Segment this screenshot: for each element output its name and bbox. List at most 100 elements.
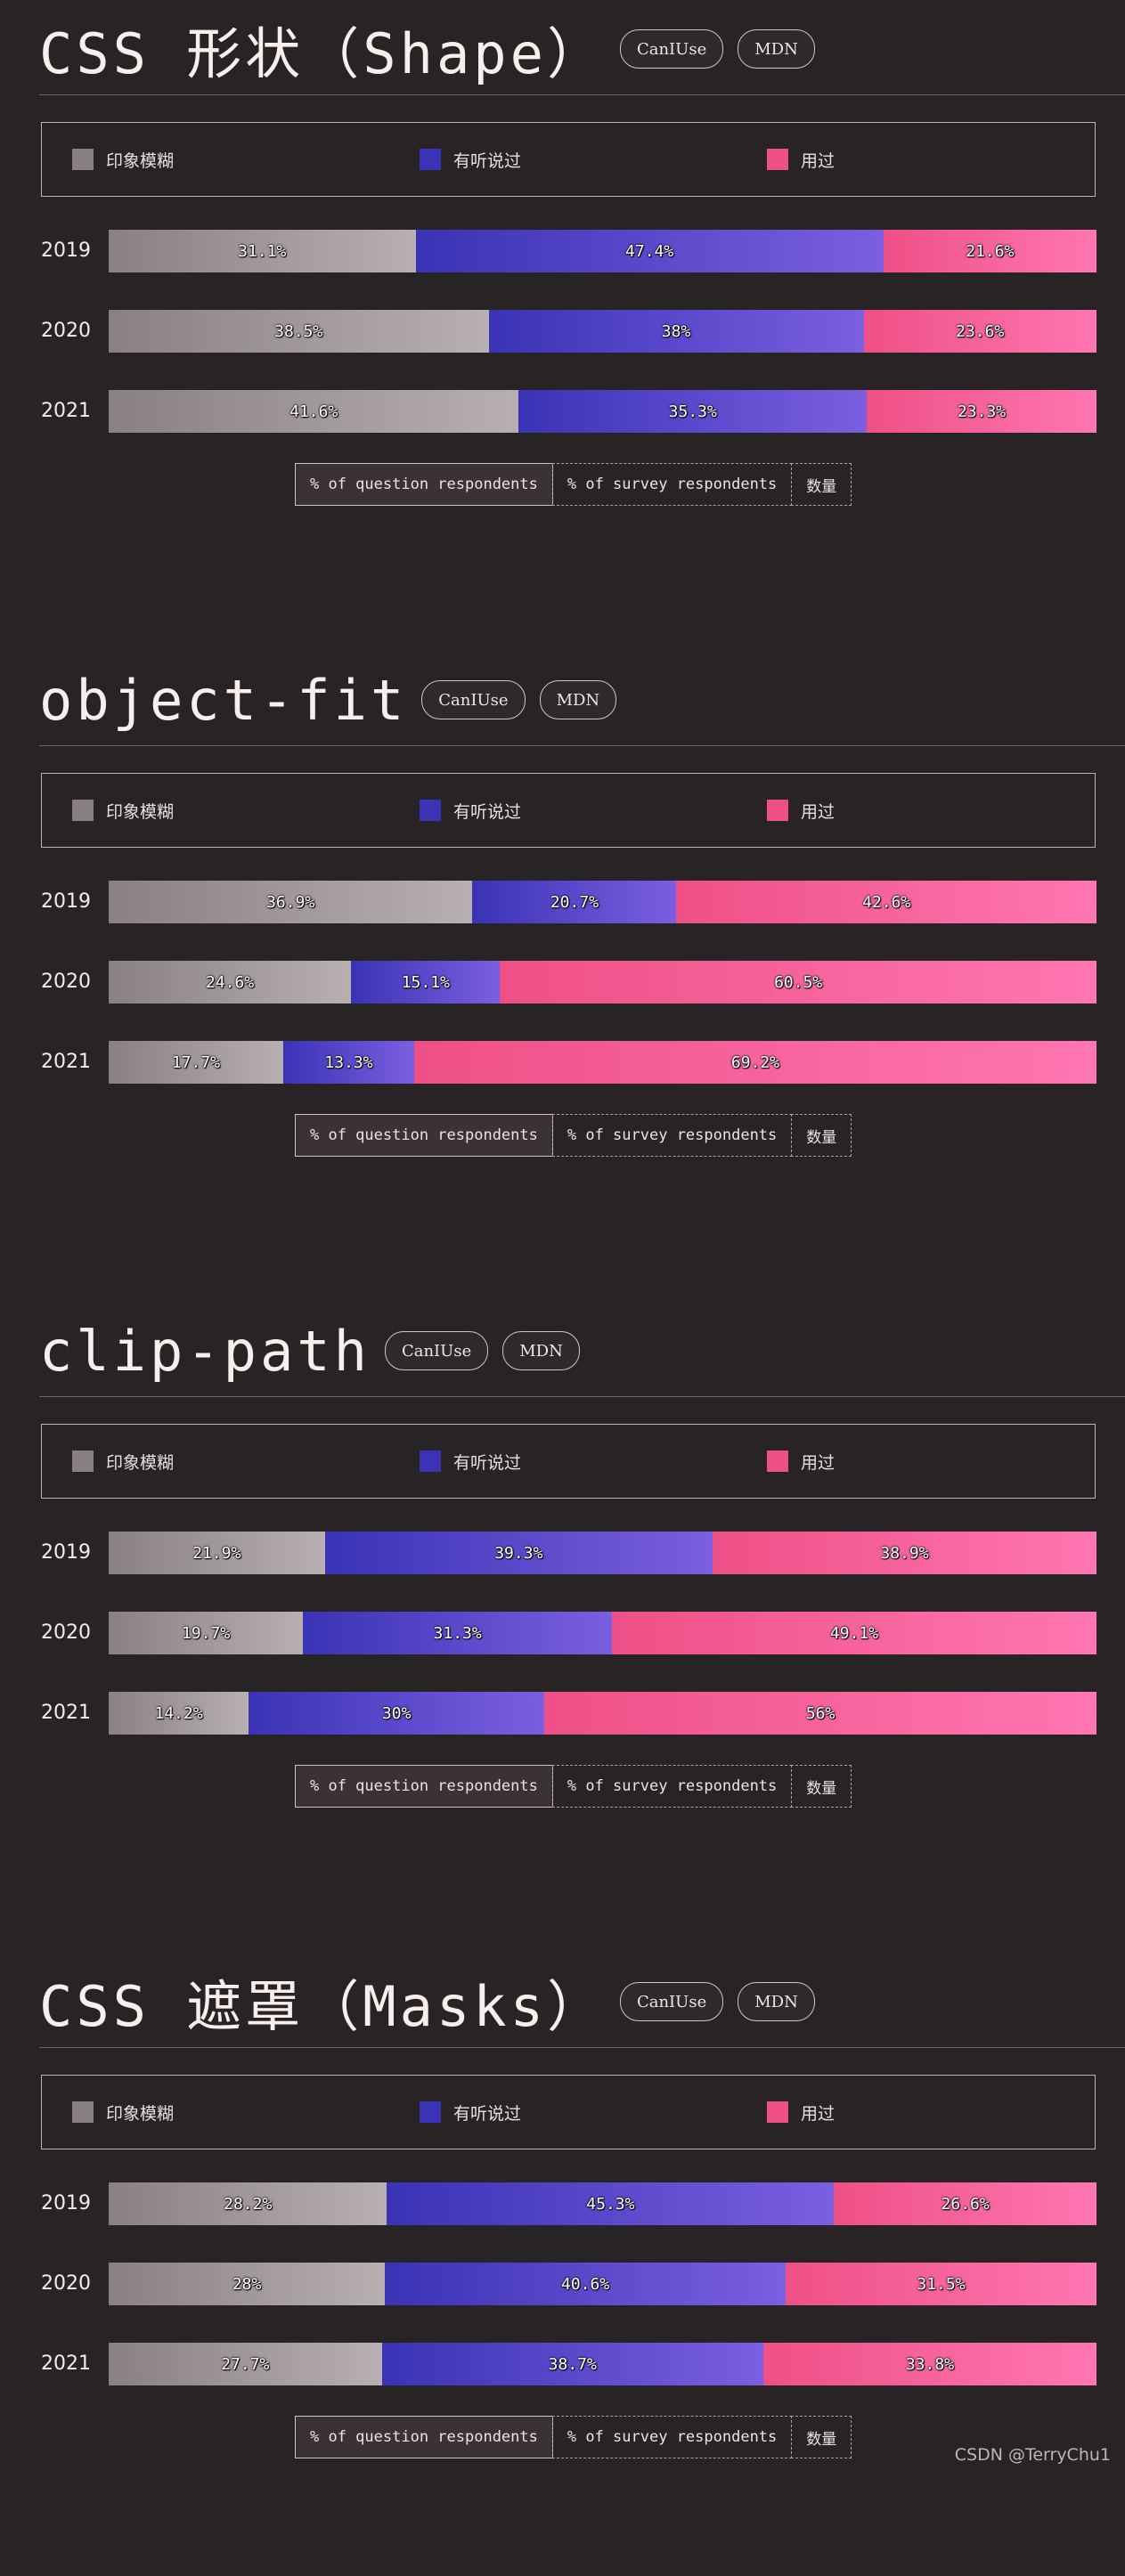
toggle-count[interactable]: 数量 [791,1114,852,1157]
segment-heard[interactable]: 38% [488,310,864,353]
unit-toggle: % of question respondents % of survey re… [295,2416,852,2458]
bar-row: 2019 21.9% 39.3% 38.9% [0,1532,1125,1574]
caniuse-link[interactable]: CanIUse [619,1982,724,2021]
legend-item-used[interactable]: 用过 [767,1450,835,1473]
stacked-bar: 28% 40.6% 31.5% [109,2263,1096,2305]
legend-swatch-used [767,149,788,170]
toggle-survey-respondents[interactable]: % of survey respondents [551,1765,793,1808]
segment-used[interactable]: 60.5% [500,961,1096,1004]
year-label: 2020 [41,1621,91,1644]
watermark: CSDN @TerryChu1 [954,2445,1111,2465]
chart-title: CSS 形状（Shape） [39,21,606,86]
segment-heard[interactable]: 20.7% [472,881,677,923]
mdn-link[interactable]: MDN [539,680,617,719]
year-label: 2019 [41,1541,91,1564]
chart-title: object-fit [39,667,408,733]
stacked-bar: 14.2% 30% 56% [109,1692,1096,1735]
segment-used[interactable]: 33.8% [762,2343,1096,2385]
legend-item-heard[interactable]: 有听说过 [420,2101,521,2124]
segment-heard[interactable]: 35.3% [518,390,868,433]
toggle-count[interactable]: 数量 [791,463,852,506]
toggle-count[interactable]: 数量 [791,1765,852,1808]
caniuse-link[interactable]: CanIUse [619,29,724,69]
legend-item-heard[interactable]: 有听说过 [420,1450,521,1473]
bar-row: 2019 28.2% 45.3% 26.6% [0,2182,1125,2225]
segment-fuzzy[interactable]: 38.5% [109,310,489,353]
toggle-question-respondents[interactable]: % of question respondents [295,463,553,506]
legend-label-heard: 有听说过 [453,1452,522,1473]
segment-fuzzy[interactable]: 19.7% [109,1612,304,1654]
segment-heard[interactable]: 45.3% [387,2182,835,2225]
segment-used[interactable]: 23.6% [863,310,1096,353]
legend-swatch-fuzzy [72,1451,94,1472]
chart-section-clip-path: clip-path CanIUse MDN 印象模糊 有听说过 用过 2019 2… [0,1302,1125,1925]
toggle-survey-respondents[interactable]: % of survey respondents [551,463,793,506]
segment-heard[interactable]: 38.7% [381,2343,763,2385]
legend-item-heard[interactable]: 有听说过 [420,148,521,171]
unit-toggle: % of question respondents % of survey re… [295,1114,852,1157]
stacked-bar: 41.6% 35.3% 23.3% [109,390,1096,433]
segment-fuzzy[interactable]: 28.2% [109,2182,387,2225]
toggle-question-respondents[interactable]: % of question respondents [295,2416,553,2458]
mdn-link[interactable]: MDN [738,29,815,69]
unit-toggle: % of question respondents % of survey re… [295,463,852,506]
bar-row: 2020 19.7% 31.3% 49.1% [0,1612,1125,1654]
segment-fuzzy[interactable]: 31.1% [109,230,416,272]
year-label: 2019 [41,890,91,913]
segment-fuzzy[interactable]: 28% [109,2263,386,2305]
segment-used[interactable]: 56% [544,1692,1096,1735]
segment-heard[interactable]: 31.3% [303,1612,613,1654]
legend-item-fuzzy[interactable]: 印象模糊 [72,148,174,171]
toggle-survey-respondents[interactable]: % of survey respondents [551,1114,793,1157]
year-label: 2021 [41,1051,91,1073]
legend-item-used[interactable]: 用过 [767,148,835,171]
segment-used[interactable]: 42.6% [676,881,1096,923]
legend-item-fuzzy[interactable]: 印象模糊 [72,2101,174,2124]
bar-row: 2020 38.5% 38% 23.6% [0,310,1125,353]
segment-used[interactable]: 69.2% [414,1041,1096,1084]
segment-heard[interactable]: 40.6% [385,2263,786,2305]
segment-used[interactable]: 26.6% [834,2182,1096,2225]
mdn-link[interactable]: MDN [502,1331,580,1370]
segment-used[interactable]: 38.9% [713,1532,1096,1574]
segment-fuzzy[interactable]: 27.7% [109,2343,382,2385]
legend-swatch-used [767,2101,788,2123]
legend-label-used: 用过 [801,150,836,171]
chart-section-shape: CSS 形状（Shape） CanIUse MDN 印象模糊 有听说过 用过 2… [0,0,1125,623]
year-label: 2019 [41,240,91,262]
toggle-count[interactable]: 数量 [791,2416,852,2458]
bar-row: 2020 24.6% 15.1% 60.5% [0,961,1125,1004]
caniuse-link[interactable]: CanIUse [421,680,526,719]
segment-fuzzy[interactable]: 41.6% [109,390,519,433]
toggle-question-respondents[interactable]: % of question respondents [295,1114,553,1157]
segment-fuzzy[interactable]: 14.2% [109,1692,249,1735]
toggle-survey-respondents[interactable]: % of survey respondents [551,2416,793,2458]
segment-fuzzy[interactable]: 21.9% [109,1532,325,1574]
year-label: 2020 [41,971,91,993]
caniuse-link[interactable]: CanIUse [384,1331,489,1370]
segment-fuzzy[interactable]: 36.9% [109,881,473,923]
segment-heard[interactable]: 13.3% [282,1041,415,1084]
segment-fuzzy[interactable]: 17.7% [109,1041,283,1084]
legend-item-used[interactable]: 用过 [767,799,835,822]
segment-used[interactable]: 23.3% [867,390,1096,433]
segment-used[interactable]: 21.6% [883,230,1096,272]
legend-item-heard[interactable]: 有听说过 [420,799,521,822]
mdn-link[interactable]: MDN [738,1982,815,2021]
legend-item-fuzzy[interactable]: 印象模糊 [72,1450,174,1473]
segment-used[interactable]: 31.5% [786,2263,1096,2305]
segment-heard[interactable]: 30% [249,1692,545,1735]
stacked-bar: 38.5% 38% 23.6% [109,310,1096,353]
segment-fuzzy[interactable]: 24.6% [109,961,352,1004]
legend-item-used[interactable]: 用过 [767,2101,835,2124]
segment-used[interactable]: 49.1% [612,1612,1096,1654]
legend-item-fuzzy[interactable]: 印象模糊 [72,799,174,822]
stacked-bar: 27.7% 38.7% 33.8% [109,2343,1096,2385]
segment-heard[interactable]: 47.4% [415,230,884,272]
legend-label-used: 用过 [801,2103,836,2124]
bar-row: 2021 14.2% 30% 56% [0,1692,1125,1735]
toggle-question-respondents[interactable]: % of question respondents [295,1765,553,1808]
segment-heard[interactable]: 39.3% [324,1532,713,1574]
bar-row: 2020 28% 40.6% 31.5% [0,2263,1125,2305]
segment-heard[interactable]: 15.1% [351,961,501,1004]
